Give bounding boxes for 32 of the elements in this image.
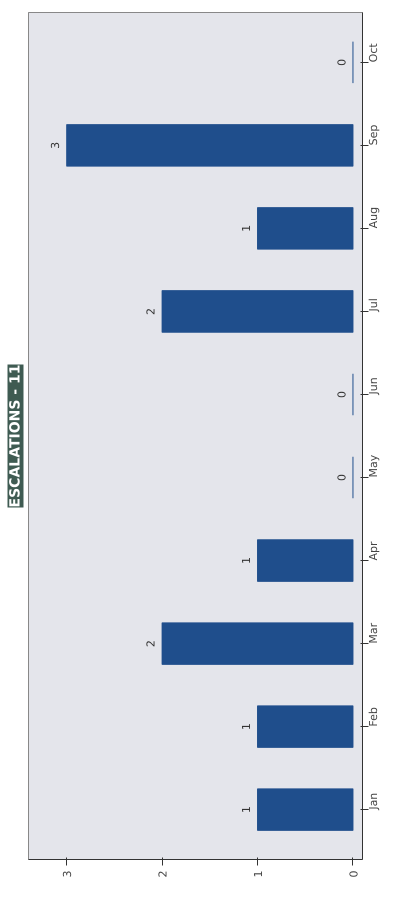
bar xyxy=(257,207,354,250)
data-label: 0 xyxy=(335,58,348,66)
bar xyxy=(257,788,354,831)
y-tick-label: Sep xyxy=(367,124,380,146)
data-label: 1 xyxy=(240,723,254,730)
bar xyxy=(66,124,354,167)
y-tick-label: Jan xyxy=(367,792,380,811)
data-label: 2 xyxy=(144,308,158,315)
y-tick-label: Jul xyxy=(367,298,380,312)
y-tick-label: Apr xyxy=(367,541,380,561)
bar xyxy=(162,290,354,333)
data-label: 1 xyxy=(240,806,254,814)
data-label: 1 xyxy=(240,557,254,564)
y-tick-label: May xyxy=(367,454,380,478)
x-tick-label: 0 xyxy=(347,870,360,878)
bar xyxy=(162,622,354,665)
y-tick-label: Feb xyxy=(367,707,380,727)
x-tick-label: 1 xyxy=(252,870,266,878)
y-tick-label: Jun xyxy=(367,377,380,396)
x-tick-label: 3 xyxy=(61,870,74,878)
data-label: 0 xyxy=(335,390,348,398)
data-label: 2 xyxy=(144,640,158,648)
bar xyxy=(257,539,354,582)
data-label: 3 xyxy=(49,142,62,149)
data-label: 1 xyxy=(240,224,254,232)
y-tick-label: Aug xyxy=(367,206,380,228)
bar xyxy=(257,705,354,748)
x-tick-label: 2 xyxy=(156,870,170,878)
y-tick-label: Oct xyxy=(367,42,380,62)
text: ESCALATIONS - 11 xyxy=(8,364,24,508)
data-label: 0 xyxy=(335,474,348,482)
y-tick-label: Mar xyxy=(367,622,380,644)
